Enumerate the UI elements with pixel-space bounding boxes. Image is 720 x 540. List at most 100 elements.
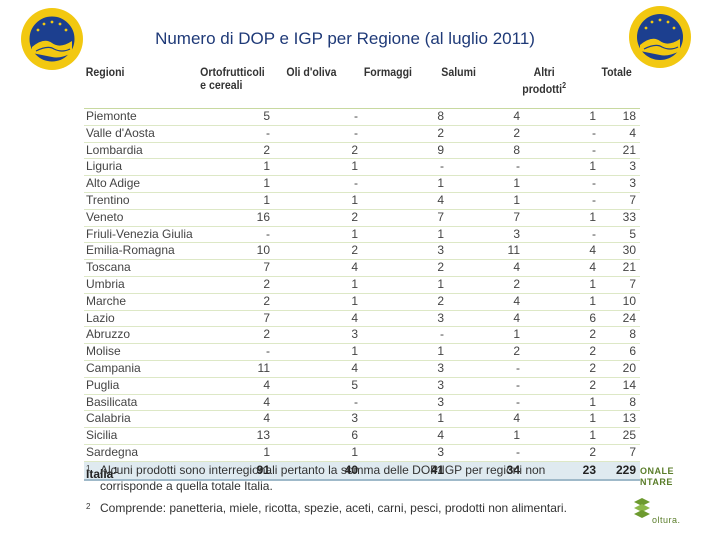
- total-value: 91: [256, 462, 270, 477]
- row-value: 7: [437, 209, 444, 224]
- row-region: Basilicata: [86, 394, 138, 409]
- total-value: 34: [506, 462, 520, 477]
- row-value: 7: [513, 209, 520, 224]
- row-value: 7: [629, 192, 636, 207]
- row-value: 8: [629, 327, 636, 342]
- table-total-row: Italia1 91 40 41 34 23 229: [84, 461, 640, 481]
- row-value: 2: [263, 142, 270, 157]
- row-value: 1: [351, 276, 358, 291]
- row-value: -: [354, 176, 358, 191]
- row-value: 16: [256, 209, 270, 224]
- row-value: 1: [263, 159, 270, 174]
- row-value: 9: [437, 142, 444, 157]
- row-value: 2: [589, 377, 596, 392]
- row-region: Puglia: [86, 377, 120, 392]
- side-text-1: ONALE: [640, 466, 674, 476]
- row-value: 2: [589, 344, 596, 359]
- footnote-2: 2 Comprende: panetteria, miele, ricotta, …: [86, 501, 567, 515]
- row-value: 4: [513, 411, 520, 426]
- dop-seal-icon: [629, 6, 691, 68]
- row-value: 4: [513, 310, 520, 325]
- row-value: 10: [256, 243, 270, 258]
- total-value: 229: [615, 462, 636, 477]
- row-value: 4: [513, 260, 520, 275]
- row-value: 3: [629, 159, 636, 174]
- row-value: 2: [351, 209, 358, 224]
- row-value: 2: [263, 276, 270, 291]
- row-value: -: [592, 226, 596, 241]
- table-row: Valle d'Aosta - - 2 2 - 4: [84, 126, 640, 143]
- row-value: 3: [437, 243, 444, 258]
- table-row: Sicilia 13 6 4 1 1 25: [84, 428, 640, 445]
- row-value: 4: [263, 394, 270, 409]
- table-row: Friuli-Venezia Giulia - 1 1 3 - 5: [84, 227, 640, 244]
- row-value: -: [354, 394, 358, 409]
- row-value: 7: [629, 444, 636, 459]
- row-value: 2: [513, 344, 520, 359]
- row-value: 2: [513, 276, 520, 291]
- row-value: 1: [589, 394, 596, 409]
- row-value: 4: [513, 109, 520, 123]
- row-value: 1: [589, 411, 596, 426]
- row-region: Lazio: [86, 310, 115, 325]
- table-row: Umbria 2 1 1 2 1 7: [84, 277, 640, 294]
- row-region: Friuli-Venezia Giulia: [86, 226, 193, 241]
- row-value: 11: [257, 360, 270, 375]
- row-value: 4: [437, 428, 444, 443]
- table-row: Veneto 16 2 7 7 1 33: [84, 210, 640, 227]
- header-other: Altri prodotti2: [522, 65, 567, 96]
- row-region: Trentino: [86, 192, 130, 207]
- row-value: 24: [622, 310, 636, 325]
- row-value: 1: [589, 276, 596, 291]
- row-value: 4: [263, 377, 270, 392]
- row-value: 33: [622, 209, 636, 224]
- row-region: Liguria: [86, 159, 123, 174]
- row-value: 5: [263, 109, 270, 123]
- row-region: Umbria: [86, 276, 125, 291]
- table-row: Marche 2 1 2 4 1 10: [84, 294, 640, 311]
- header-total: Totale: [601, 65, 632, 79]
- header-region: Regioni: [85, 65, 125, 79]
- row-value: 3: [437, 310, 444, 325]
- row-value: 3: [351, 411, 358, 426]
- row-value: 6: [629, 344, 636, 359]
- total-label: Italia: [86, 466, 114, 479]
- row-region: Calabria: [86, 411, 131, 426]
- row-value: 30: [622, 243, 636, 258]
- row-value: 2: [589, 360, 596, 375]
- table-row: Liguria 1 1 - - 1 3: [84, 159, 640, 177]
- row-value: 7: [263, 310, 270, 325]
- row-value: 1: [513, 192, 520, 207]
- row-value: 4: [351, 310, 358, 325]
- row-value: 14: [622, 377, 636, 392]
- row-value: 13: [622, 411, 636, 426]
- row-value: 1: [263, 176, 270, 191]
- row-value: -: [266, 226, 270, 241]
- row-value: 4: [351, 360, 358, 375]
- row-value: 7: [263, 260, 270, 275]
- table-row: Lombardia 2 2 9 8 - 21: [84, 143, 640, 160]
- table-row: Alto Adige 1 - 1 1 - 3: [84, 176, 640, 193]
- row-value: -: [354, 109, 358, 123]
- table-row: Campania 11 4 3 - 2 20: [84, 361, 640, 378]
- table-row: Lazio 7 4 3 4 6 24: [84, 311, 640, 328]
- row-value: -: [354, 125, 358, 140]
- row-value: 10: [622, 293, 636, 308]
- row-value: 1: [351, 444, 358, 459]
- row-value: 3: [351, 327, 358, 342]
- row-value: 1: [589, 428, 596, 443]
- row-value: -: [440, 159, 444, 174]
- table-body: Piemonte 5-8 4 1 18 Valle d'Aosta - -2 2-4 Lombar…: [84, 108, 640, 481]
- row-region: Valle d'Aosta: [86, 125, 155, 140]
- row-value: 4: [513, 293, 520, 308]
- row-region: Emilia-Romagna: [86, 243, 175, 258]
- row-value: 2: [263, 293, 270, 308]
- footnote-1: 1 Alcuni prodotti sono interregionali per…: [86, 463, 546, 493]
- header-cheese: Formaggi: [363, 65, 412, 79]
- row-value: 4: [351, 260, 358, 275]
- row-value: 6: [589, 310, 596, 325]
- row-value: 8: [629, 394, 636, 409]
- row-value: 4: [589, 243, 596, 258]
- dop-igp-table: Regioni Ortofrutticoli e cereali Oli d'o…: [84, 60, 640, 481]
- row-value: 11: [507, 243, 520, 258]
